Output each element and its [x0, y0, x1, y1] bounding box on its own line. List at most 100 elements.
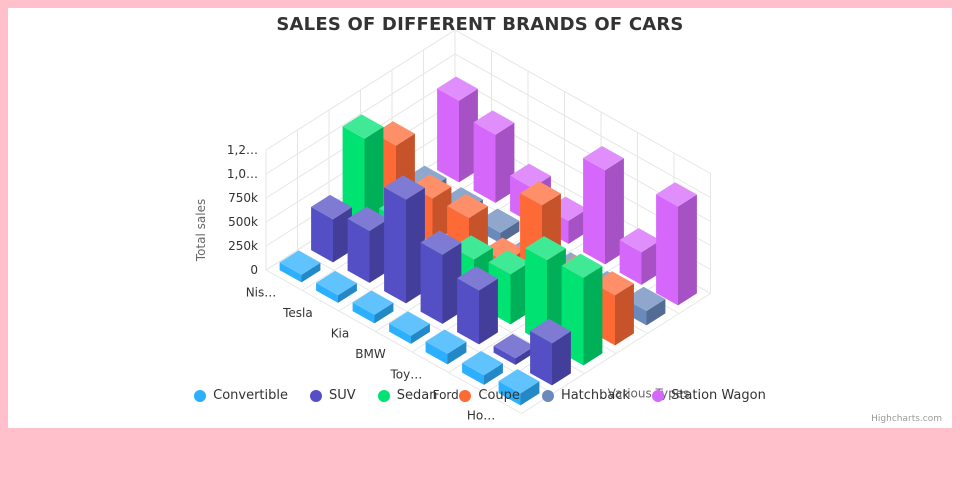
bar-top-face	[520, 181, 561, 206]
legend-marker-icon	[652, 389, 665, 402]
bar-top-face	[525, 236, 566, 261]
bar-front-face	[619, 240, 642, 285]
bar-side-face	[568, 208, 588, 244]
bar	[457, 266, 498, 345]
legend-item[interactable]: Hatchback	[541, 388, 630, 403]
bar-side-face	[515, 346, 535, 365]
bar-top-face	[656, 182, 697, 207]
legend-label: Coupe	[478, 388, 520, 403]
bar	[561, 253, 603, 366]
chart-card: SALES OF DIFFERENT BRANDS OF CARS 0 250k 5…	[8, 8, 952, 428]
bar	[352, 290, 394, 324]
bar-side-face	[301, 262, 321, 283]
bar-front-face	[347, 218, 370, 283]
legend-marker-icon	[310, 389, 323, 402]
bar-front-face	[493, 345, 516, 365]
bar-top-face	[389, 311, 430, 336]
bar-front-face	[279, 262, 302, 283]
bar	[530, 318, 571, 386]
legend-item[interactable]: Convertible	[194, 388, 288, 403]
bar-side-face	[678, 194, 697, 306]
bar	[583, 146, 624, 265]
bar-top-face	[478, 208, 520, 233]
bar-side-face	[484, 363, 503, 385]
x-tick-label: BMW	[355, 347, 386, 361]
x-tick-label: Nis…	[246, 285, 277, 299]
bar-top-face	[425, 329, 467, 354]
bar-side-face	[406, 187, 425, 304]
bar-front-face	[473, 122, 496, 203]
legend-marker-icon	[194, 389, 207, 402]
bar-side-face	[432, 186, 452, 243]
bar-side-face	[500, 220, 520, 244]
legend-marker-icon	[541, 389, 554, 402]
bar	[420, 230, 462, 324]
bar-front-face	[311, 206, 333, 263]
bar-top-face	[311, 194, 352, 220]
legend-item[interactable]: SUV	[310, 388, 356, 403]
bar-top-face	[498, 369, 540, 394]
bar-top-face	[493, 333, 535, 359]
legend-label: Convertible	[213, 388, 289, 403]
bar	[347, 206, 389, 283]
chart-plot-area: 0 250k 500k 750k 1,0… 1,2… Total sales Nis… Tesl…	[194, 29, 711, 422]
bar-side-face	[552, 331, 571, 386]
y-tick-label: 250k	[228, 239, 258, 253]
bar-top-face	[374, 121, 415, 146]
bar	[656, 182, 697, 306]
legend-label: Sedan	[396, 388, 438, 403]
bar	[437, 76, 478, 183]
bar-top-face	[279, 250, 321, 275]
bar-front-face	[530, 330, 552, 386]
bar-top-face	[462, 351, 503, 376]
bar-side-face	[459, 88, 478, 183]
bar-top-face	[510, 163, 551, 188]
bar-front-face	[457, 278, 479, 345]
bar-top-face	[624, 286, 666, 311]
y-tick-label: 0	[250, 263, 258, 277]
legend-marker-icon	[459, 389, 472, 402]
bar-front-face	[583, 158, 605, 265]
z-axis-title: Various Types	[608, 387, 690, 401]
bar-side-face	[442, 242, 462, 324]
chart-legend: Convertible SUV Sedan Coupe Hatchback Station…	[8, 388, 952, 403]
bar-top-face	[410, 174, 452, 199]
bar-top-face	[593, 271, 634, 296]
bar-side-face	[510, 262, 530, 325]
bar-side-face	[646, 299, 666, 326]
bar	[384, 175, 425, 304]
legend-item[interactable]: Station Wagon	[652, 388, 766, 403]
bar-top-face	[342, 114, 384, 139]
bar-side-face	[338, 283, 357, 303]
bar-top-face	[352, 290, 394, 315]
y-axis-title: Total sales	[194, 199, 208, 262]
x-tick-label: Kia	[331, 326, 350, 340]
bar-side-face	[583, 266, 603, 366]
bar-top-face	[347, 206, 389, 232]
bar-top-face	[437, 76, 478, 101]
bar-series-group	[279, 76, 697, 406]
bar	[311, 194, 352, 263]
bar-side-face	[641, 240, 661, 285]
legend-marker-icon	[377, 389, 390, 402]
bar-front-face	[384, 187, 406, 304]
x-tick-label: Tesla	[282, 306, 313, 320]
y-tick-label: 500k	[228, 215, 258, 229]
bar-top-face	[583, 146, 624, 171]
credits-link[interactable]: Highcharts.com	[871, 414, 942, 424]
bar-top-face	[447, 194, 488, 219]
legend-item[interactable]: Coupe	[459, 388, 520, 403]
bar-side-face	[447, 341, 467, 365]
legend-label: Station Wagon	[671, 388, 766, 403]
legend-item[interactable]: Sedan	[377, 388, 438, 403]
bar-side-face	[411, 323, 430, 344]
bar-top-face	[316, 270, 357, 296]
bar	[279, 250, 321, 283]
bar-front-face	[437, 88, 459, 183]
bar-side-face	[333, 207, 352, 263]
bar-side-face	[369, 219, 389, 283]
bar-side-face	[615, 283, 634, 346]
bar-side-face	[374, 302, 394, 324]
bar-front-face	[316, 282, 338, 303]
bar-top-face	[530, 318, 571, 344]
